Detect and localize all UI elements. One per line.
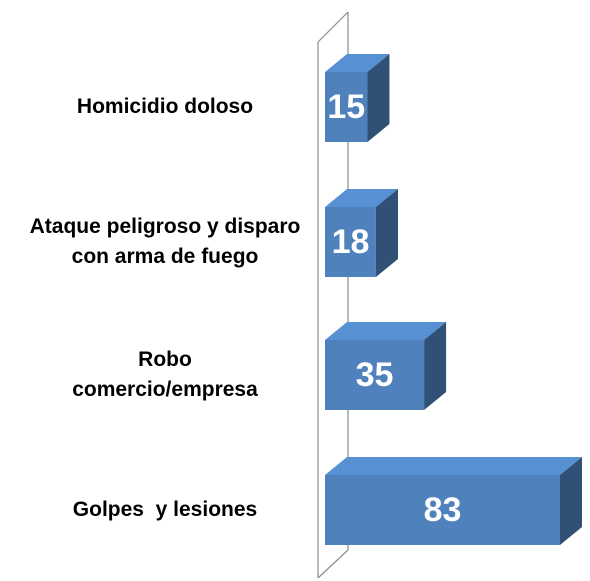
bar-front <box>325 72 368 142</box>
wall-edge <box>317 11 349 43</box>
bar-front <box>325 207 376 277</box>
bar-side <box>424 322 447 410</box>
bar-top <box>325 322 447 340</box>
data-label: 83 <box>424 491 462 529</box>
bar <box>325 189 398 277</box>
category-label: Ataque peligroso y disparo con arma de f… <box>29 214 307 268</box>
data-label: 15 <box>327 88 365 126</box>
category-label: Golpes y lesiones <box>72 497 258 521</box>
bar <box>325 457 582 545</box>
category-label: Robo comercio/empresa <box>72 347 258 401</box>
bar <box>325 54 390 142</box>
bar-top <box>325 189 398 207</box>
bar-top <box>325 54 390 72</box>
bar-front <box>325 475 560 545</box>
wall-edge <box>317 549 349 579</box>
bar-side <box>560 457 582 545</box>
bar <box>325 322 447 410</box>
data-label: 35 <box>356 356 394 394</box>
data-label: 18 <box>332 223 370 261</box>
bar-side <box>375 189 398 277</box>
bar-side <box>367 54 390 142</box>
bar-front <box>325 340 425 410</box>
bar-top <box>325 457 582 475</box>
category-label: Homicidio doloso <box>76 94 254 118</box>
